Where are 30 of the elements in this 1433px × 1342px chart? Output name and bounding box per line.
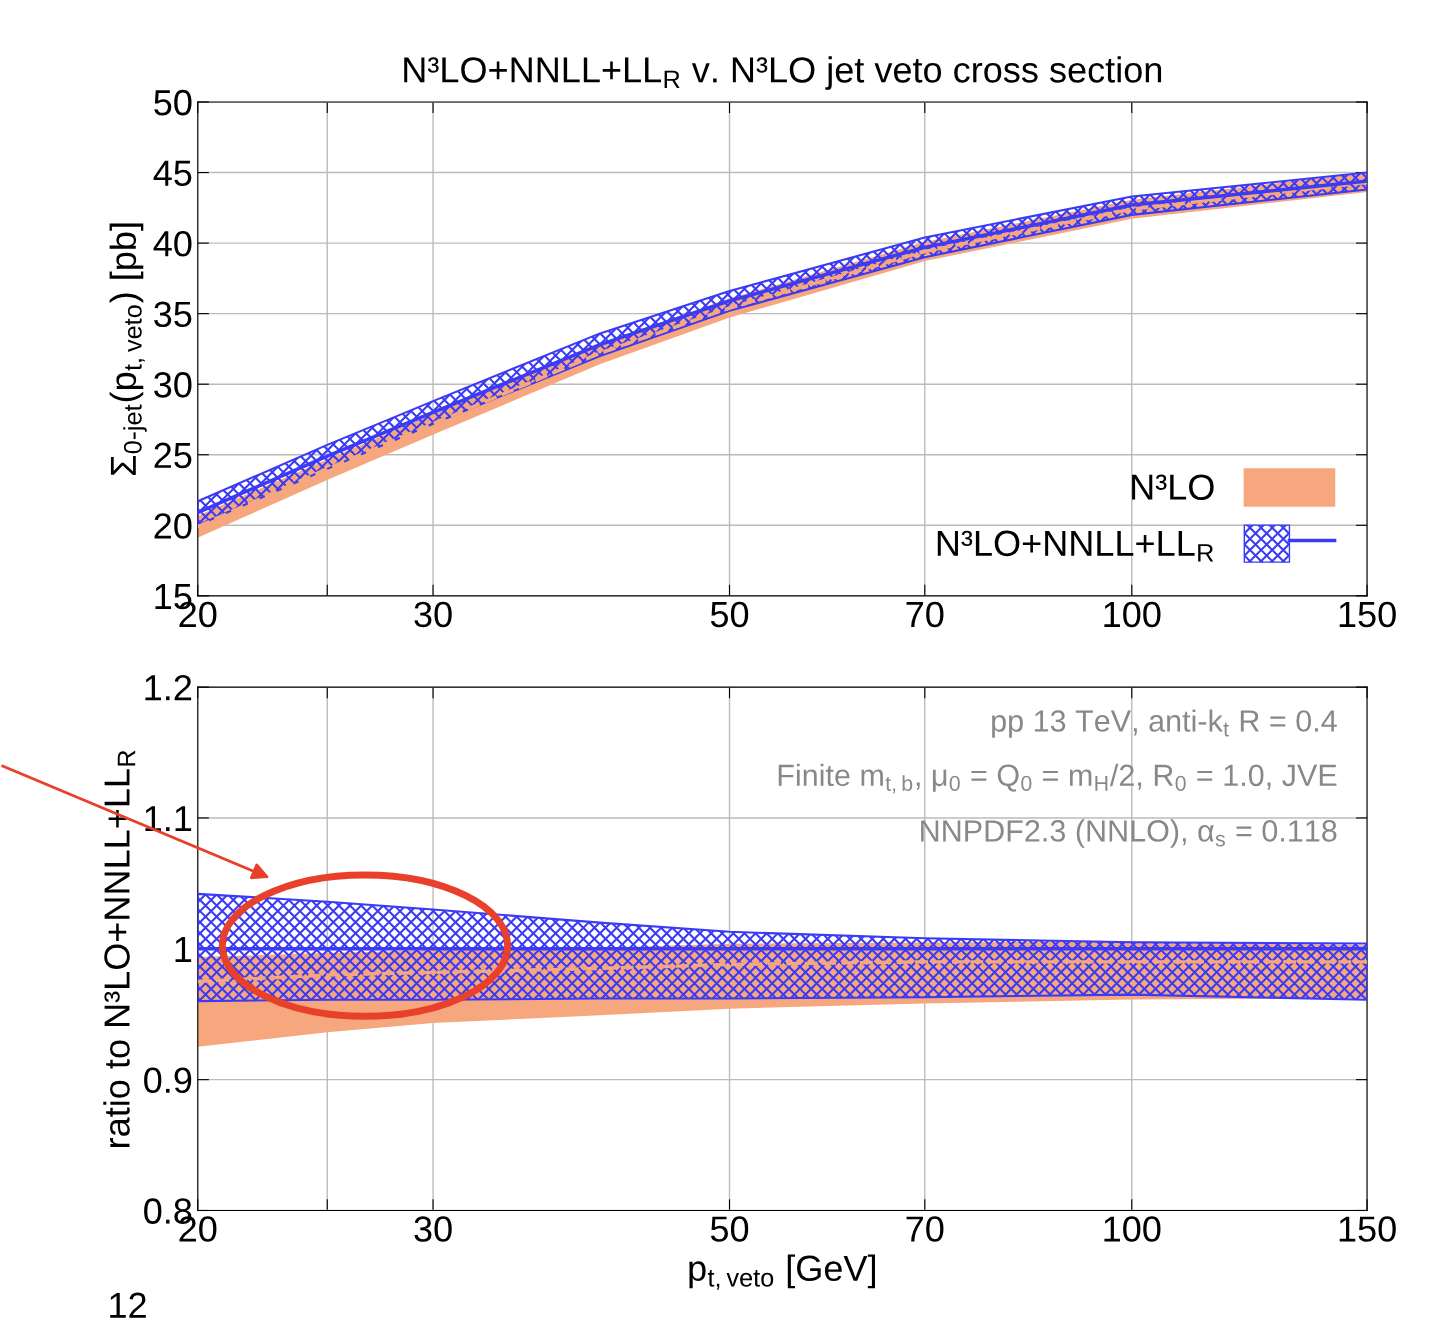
- y-tick-label: 25: [154, 442, 192, 469]
- y-tick-label: 1.2: [145, 674, 192, 701]
- x-axis-title: p$_{t,veto}$ [GeV]: [689, 1254, 875, 1290]
- x-tick-label: 50: [710, 601, 749, 628]
- x-tick-label: 70: [906, 601, 944, 628]
- x-tick-label: 100: [1104, 601, 1161, 628]
- annotation: NNPDF2.3 (NNLO), α$_{s}$ = 0.118: [921, 819, 1337, 848]
- chart-title: N³LO+NNLL+LL$_{R}$ v. N³LO jet veto cross section: [404, 56, 1162, 90]
- text: Finite m$_{t,b}$, μ$_{0}$ = Q$_{0}$ = m$_{H}$/2, R$_{0}$ = 1.0, JVE: [778, 763, 1337, 794]
- x-tick-label: 150: [1339, 601, 1396, 628]
- legend-label: N³LO+NNLL+LL$_{R}$: [937, 530, 1214, 562]
- legend-label: N³LO: [1132, 474, 1214, 500]
- y-tick-label: 20: [154, 513, 192, 539]
- y-axis-title: ratio to N³LO+NNLL+LL$_{R}$: [103, 750, 136, 1147]
- x-tick-label: 30: [414, 1216, 452, 1242]
- annotation: pp 13 TeV, anti-k$_{t}$ R = 0.4: [992, 709, 1337, 738]
- y-axis-title: Σ$_{0-jet}$(p$_{t,veto}$) [pb]: [109, 223, 147, 476]
- x-tick-label: 100: [1104, 1216, 1161, 1242]
- y-tick-label: 50: [154, 89, 192, 116]
- y-tick-label: 30: [154, 372, 192, 398]
- x-tick-label: 150: [1339, 1216, 1396, 1242]
- x-tick-label: 30: [414, 601, 452, 628]
- y-tick-label: 35: [154, 301, 192, 328]
- y-tick-label: 0.9: [144, 1067, 192, 1094]
- y-tick-label: 40: [153, 230, 192, 257]
- text: 12: [110, 1292, 146, 1318]
- x-tick-label: 70: [906, 1216, 944, 1242]
- x-tick-label: 50: [710, 1216, 749, 1242]
- y-tick-label: 45: [153, 160, 192, 186]
- y-tick-label: 1: [175, 937, 192, 962]
